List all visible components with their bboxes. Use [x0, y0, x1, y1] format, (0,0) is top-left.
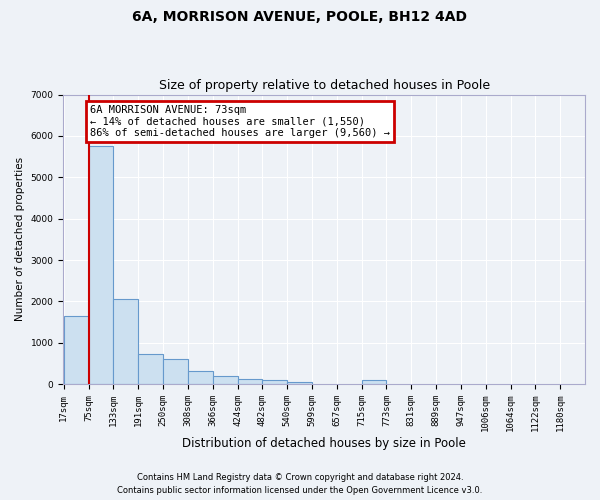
Bar: [138, 354, 163, 384]
Text: 6A, MORRISON AVENUE, POOLE, BH12 4AD: 6A, MORRISON AVENUE, POOLE, BH12 4AD: [133, 10, 467, 24]
Bar: [238, 378, 262, 384]
Bar: [89, 146, 113, 384]
Bar: [362, 380, 386, 384]
Bar: [163, 360, 188, 384]
X-axis label: Distribution of detached houses by size in Poole: Distribution of detached houses by size …: [182, 437, 466, 450]
Bar: [188, 372, 212, 384]
Text: 6A MORRISON AVENUE: 73sqm
← 14% of detached houses are smaller (1,550)
86% of se: 6A MORRISON AVENUE: 73sqm ← 14% of detac…: [90, 105, 390, 138]
Text: Contains HM Land Registry data © Crown copyright and database right 2024.
Contai: Contains HM Land Registry data © Crown c…: [118, 474, 482, 495]
Bar: [113, 300, 138, 384]
Y-axis label: Number of detached properties: Number of detached properties: [15, 158, 25, 322]
Bar: [212, 376, 238, 384]
Bar: [287, 382, 312, 384]
Bar: [64, 316, 89, 384]
Title: Size of property relative to detached houses in Poole: Size of property relative to detached ho…: [158, 79, 490, 92]
Bar: [262, 380, 287, 384]
